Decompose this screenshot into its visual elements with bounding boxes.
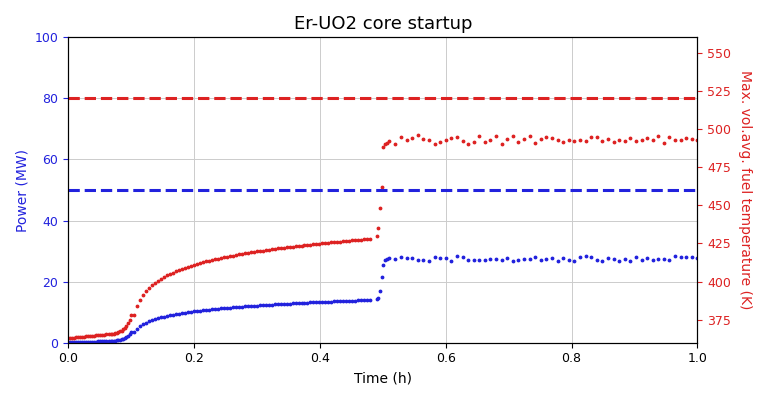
Y-axis label: Max. vol.avg. fuel temperature (K): Max. vol.avg. fuel temperature (K) <box>738 70 752 310</box>
X-axis label: Time (h): Time (h) <box>354 371 412 385</box>
Title: Er-UO2 core startup: Er-UO2 core startup <box>294 15 472 33</box>
Y-axis label: Power (MW): Power (MW) <box>15 148 29 232</box>
